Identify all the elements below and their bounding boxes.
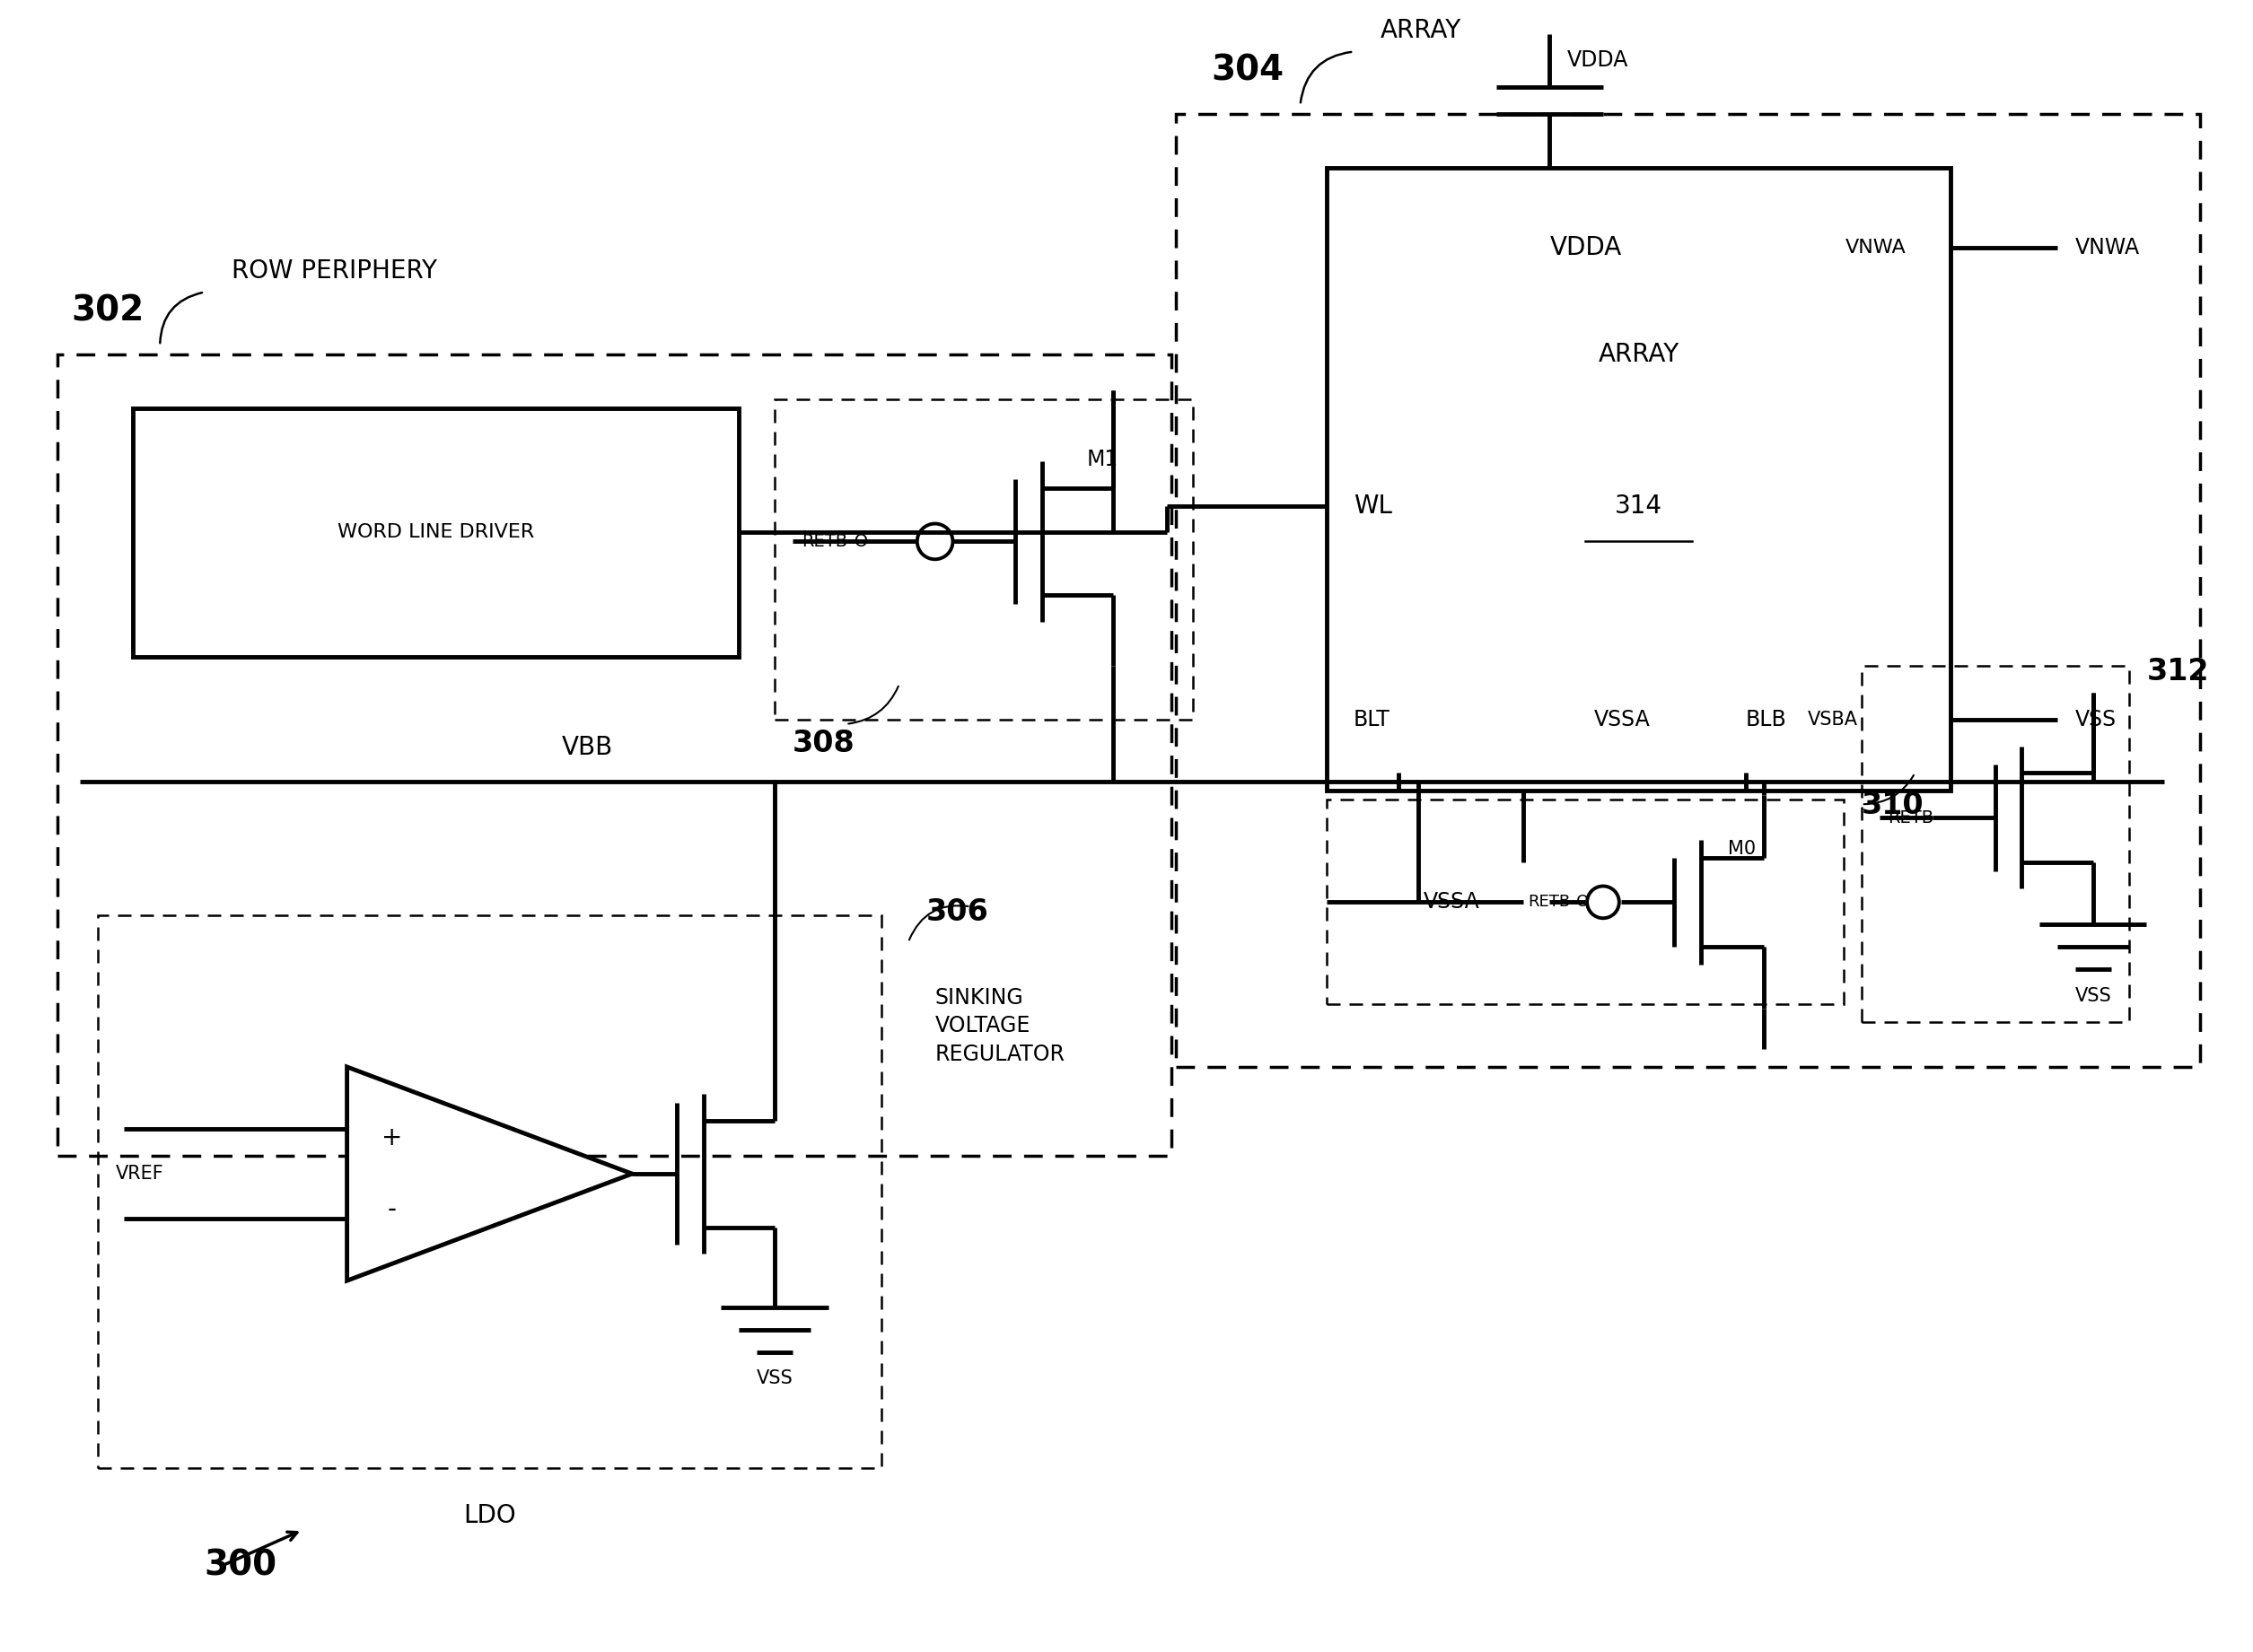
Text: VSSA: VSSA <box>1424 892 1480 914</box>
Bar <box>1327 800 1843 1004</box>
Text: VNWA: VNWA <box>2075 236 2140 258</box>
Text: WORD LINE DRIVER: WORD LINE DRIVER <box>338 524 534 542</box>
Text: 310: 310 <box>1861 791 1924 821</box>
Text: VNWA: VNWA <box>1845 238 1906 256</box>
Text: ARRAY: ARRAY <box>1381 18 1462 43</box>
Text: -: - <box>388 1196 397 1222</box>
Text: LDO: LDO <box>464 1503 516 1528</box>
Bar <box>97 915 881 1467</box>
Text: 300: 300 <box>205 1548 277 1583</box>
Bar <box>1861 666 2129 1023</box>
Text: RETB: RETB <box>1888 809 1933 826</box>
Text: VSS: VSS <box>2075 986 2111 1004</box>
Text: BLB: BLB <box>1746 709 1787 730</box>
Text: 306: 306 <box>926 897 989 927</box>
Text: 304: 304 <box>1212 53 1284 88</box>
Text: M0: M0 <box>1728 839 1755 857</box>
Text: SINKING
VOLTAGE
REGULATOR: SINKING VOLTAGE REGULATOR <box>935 986 1066 1066</box>
Text: BLT: BLT <box>1354 709 1390 730</box>
Text: VSBA: VSBA <box>1807 710 1859 729</box>
Bar <box>1176 114 2199 1067</box>
Text: 312: 312 <box>2147 657 2208 687</box>
Bar <box>775 400 1194 720</box>
Text: RETB-O: RETB-O <box>1528 894 1588 910</box>
Text: VDDA: VDDA <box>1550 235 1622 259</box>
Text: VSSA: VSSA <box>1595 709 1651 730</box>
Bar <box>1327 167 1951 791</box>
Text: 302: 302 <box>70 294 144 327</box>
Text: M1: M1 <box>1086 449 1117 471</box>
Text: VBB: VBB <box>561 735 613 760</box>
Text: +: + <box>381 1125 401 1151</box>
Text: ROW PERIPHERY: ROW PERIPHERY <box>232 258 437 282</box>
Text: VSS: VSS <box>2075 709 2116 730</box>
Text: VDDA: VDDA <box>1568 50 1629 71</box>
Bar <box>59 355 1172 1156</box>
Text: 308: 308 <box>793 729 856 758</box>
Text: WL: WL <box>1354 494 1392 519</box>
Bar <box>133 408 739 657</box>
Polygon shape <box>347 1067 633 1280</box>
Text: 314: 314 <box>1615 494 1663 519</box>
Text: VSS: VSS <box>757 1370 793 1388</box>
Text: VREF: VREF <box>115 1165 164 1183</box>
Text: ARRAY: ARRAY <box>1597 342 1678 367</box>
Text: RETB-O: RETB-O <box>802 534 867 550</box>
